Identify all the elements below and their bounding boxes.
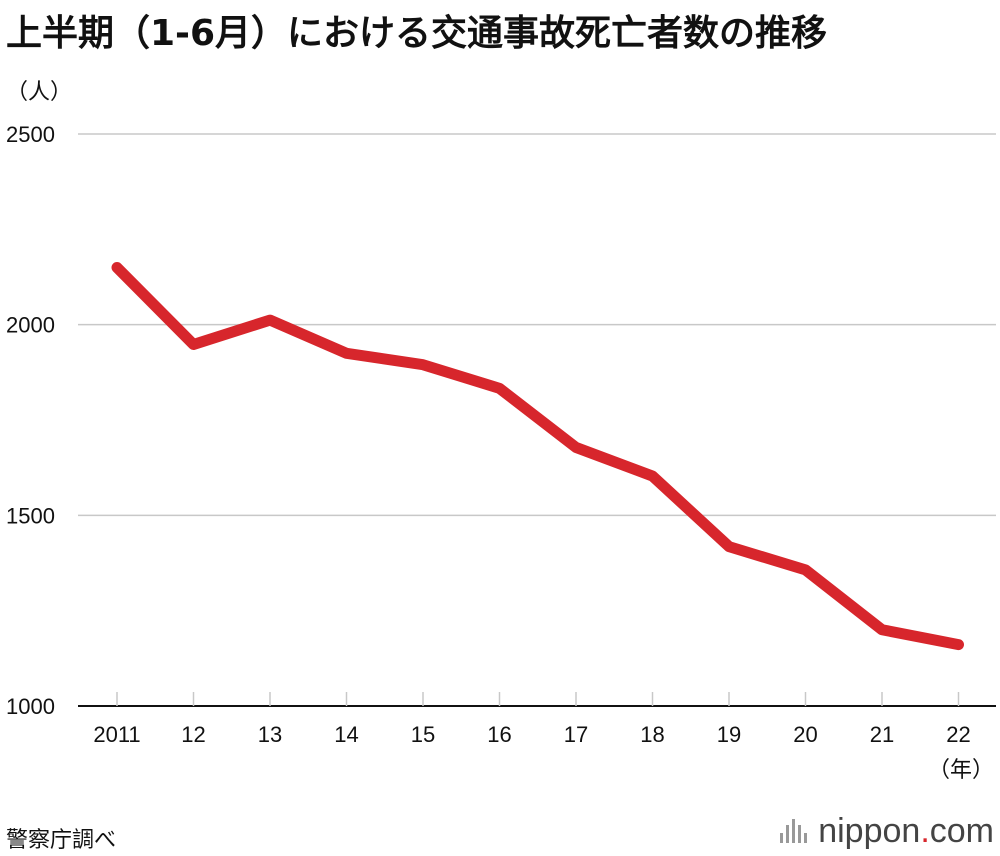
data-point [804,568,807,571]
x-tick-label: 22 [946,722,970,747]
data-point [269,319,271,322]
x-tick-label: 15 [411,722,435,747]
x-tick-label: 14 [334,722,358,747]
logo-suffix: com [929,812,994,850]
logo-bars-icon [780,818,810,845]
y-tick-labels: 1000 1500 2000 2500 [6,122,55,719]
y-tick-label: 1500 [6,503,55,528]
x-tick-label: 21 [870,722,894,747]
x-tick-label: 2011 [93,722,140,747]
y-tick-label: 2500 [6,122,55,147]
y-tick-label: 1000 [6,694,55,719]
x-tick-label: 12 [181,722,205,747]
x-tick-label: 13 [258,722,282,747]
data-point [728,545,730,548]
data-point [422,363,424,366]
data-point [651,475,654,478]
nippon-logo: nippon. com [780,812,994,851]
grid-lines [78,133,996,707]
x-tick-label: 19 [717,722,741,747]
data-point [881,628,883,631]
x-tick-label: 18 [640,722,664,747]
data-point [116,266,118,269]
data-point [345,352,348,355]
data-point [498,387,501,390]
data-point [957,643,960,646]
x-tick-label: 17 [564,722,588,747]
source-note: 警察庁調べ [6,828,117,853]
logo-dot: . [920,812,930,850]
chart-title: 上半期（1-6月）における交通事故死亡者数の推移 [6,13,828,54]
logo-text: nippon [818,812,921,850]
series-line [111,261,964,651]
data-point [575,446,577,449]
x-tick-label: 16 [487,722,511,747]
data-point [192,343,195,346]
x-axis-unit: （年） [927,758,994,783]
x-tick-labels: 2011 12 13 14 15 16 17 18 19 20 21 22 [93,692,971,747]
series-layer [111,261,964,651]
y-tick-label: 2000 [6,313,55,338]
x-tick-label: 20 [793,722,817,747]
y-axis-unit: （人） [6,80,73,105]
